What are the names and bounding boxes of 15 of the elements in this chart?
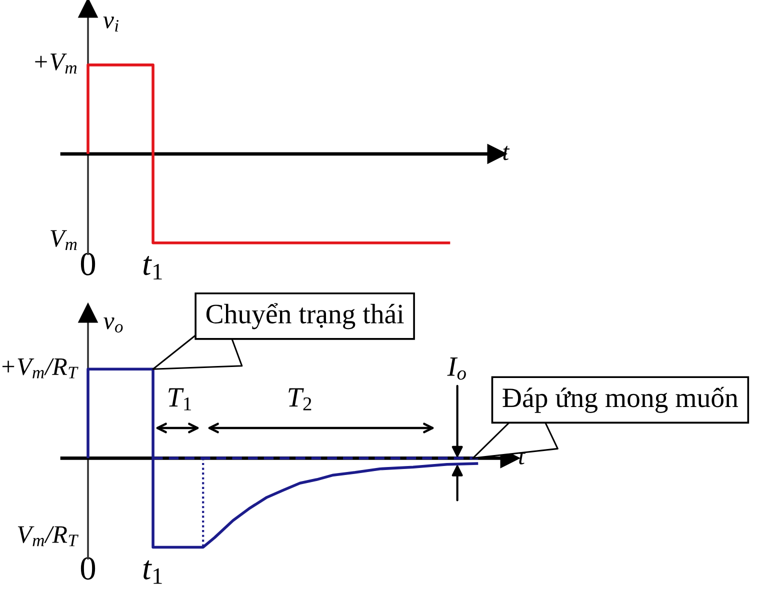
- x-tick-label: t$_{1}$: [143, 560, 162, 584]
- annotation: +V$_{m}$/R$_{T}$: [2, 358, 78, 378]
- x-tick-label: 0: [80, 557, 96, 580]
- y-axis-title: v$_{o}$: [104, 317, 123, 333]
- x-tick-label: t$_{1}$: [143, 256, 162, 280]
- annotation: V$_{m}$: [50, 230, 77, 250]
- annotation: I$_{o}$: [447, 358, 466, 380]
- x-tick-label: 0: [80, 252, 96, 276]
- annotation: Đáp ứng mong muốn: [502, 386, 738, 413]
- annotation: T$_{2}$: [288, 388, 312, 410]
- annotation: +V$_{m}$: [35, 54, 77, 74]
- y-axis-title: v$_{i}$: [103, 16, 119, 32]
- annotation: T$_{1}$: [168, 388, 191, 410]
- annotation: Chuyển trạng thái: [206, 303, 404, 330]
- annotation: V$_{m}$/R$_{T}$: [18, 526, 78, 546]
